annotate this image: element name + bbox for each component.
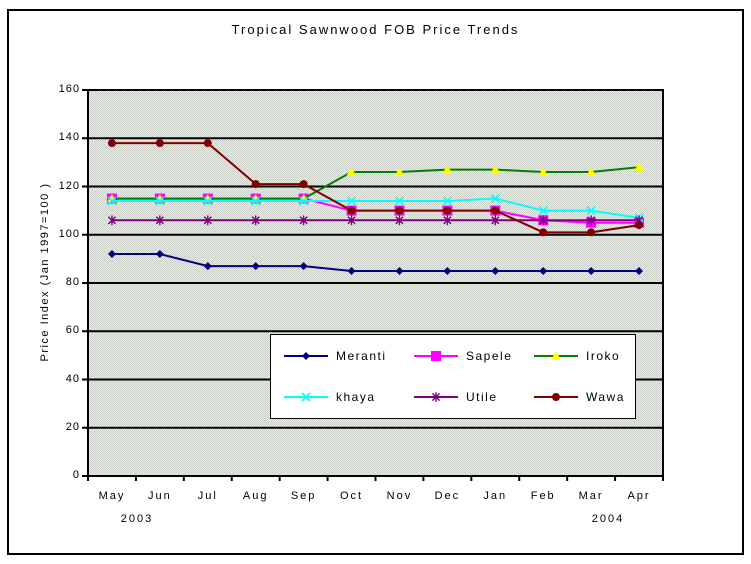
y-axis-tick-label: 140 (58, 131, 80, 144)
iroko-line-sample-icon (534, 351, 578, 360)
legend-label-iroko: Iroko (586, 348, 621, 363)
y-axis-tick-label: 160 (58, 83, 80, 95)
legend-label-sapele: Sapele (466, 348, 513, 363)
year-label-2004: 2004 (591, 513, 625, 525)
x-axis-tick-label: Jan (483, 490, 508, 502)
x-axis-tick-label: May (98, 490, 126, 502)
legend-label-wawa: Wawa (586, 389, 625, 404)
y-axis-tick-label: 80 (65, 276, 80, 288)
utile-line-sample-icon (414, 391, 458, 402)
y-axis-tick-label: 120 (58, 179, 80, 192)
legend-item-iroko: Iroko (533, 349, 633, 363)
y-axis-tick-label: 60 (65, 324, 80, 337)
legend-item-utile: Utile (413, 390, 533, 404)
meranti-line-sample-icon (284, 351, 328, 360)
x-axis-tick-label: Jul (197, 490, 218, 502)
legend-label-meranti: Meranti (336, 348, 387, 363)
chart-border (7, 9, 744, 555)
y-axis-tick-label: 100 (58, 227, 80, 240)
legend-item-wawa: Wawa (533, 390, 633, 404)
y-axis-tick-label: 20 (65, 420, 80, 433)
legend-item-khaya: khaya (283, 390, 413, 404)
wawa-line-sample-icon (534, 392, 578, 401)
khaya-line-sample-icon (284, 392, 328, 401)
x-axis-tick-label: Apr (627, 490, 651, 502)
x-axis-tick-label: Mar (578, 490, 604, 502)
x-axis-tick-label: Sep (290, 490, 317, 502)
x-axis-tick-label: Aug (242, 490, 269, 502)
y-axis-tick-label: 0 (72, 469, 80, 481)
legend-label-utile: Utile (466, 389, 498, 404)
x-axis-tick-label: Dec (434, 490, 461, 502)
x-axis-tick-label: Oct (339, 490, 364, 502)
x-axis-tick-label: Nov (386, 490, 413, 502)
sapele-line-sample-icon (414, 350, 458, 361)
x-axis-tick-label: Jun (148, 490, 172, 502)
legend-item-sapele: Sapele (413, 349, 533, 363)
legend-label-khaya: khaya (336, 389, 376, 404)
legend-item-meranti: Meranti (283, 349, 413, 363)
y-axis-tick-label: 40 (65, 372, 80, 385)
year-label-2003: 2003 (120, 513, 154, 525)
chart-title: Tropical Sawnwood FOB Price Trends (231, 22, 520, 37)
x-axis-tick-label: Feb (530, 490, 556, 502)
legend: Meranti Sapele Iroko khaya Utile Wawa (270, 334, 636, 419)
